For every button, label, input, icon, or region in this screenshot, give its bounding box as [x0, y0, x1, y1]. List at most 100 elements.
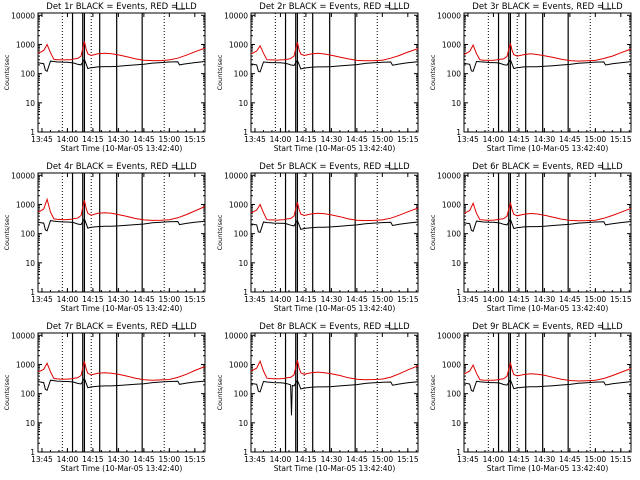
x-tick-label: 13:45	[31, 135, 53, 144]
series-events-line	[463, 58, 632, 72]
x-tick-label: 14:15	[508, 295, 530, 304]
x-tick-label: 15:15	[184, 295, 206, 304]
y-tick-label: 10	[451, 259, 461, 268]
panel-title: Det 9r BLACK = Events, RED = LLD	[472, 322, 623, 332]
detector-panel: Det 9r BLACK = Events, RED = LLD 1 10 100 10…	[429, 322, 632, 473]
y-axis-label: Counts/sec	[216, 54, 224, 90]
series-events-line	[37, 58, 206, 73]
detector-panel: Det 4r BLACK = Events, RED = LLD 1 10 100 10…	[3, 162, 206, 313]
y-tick-label: 1000	[229, 360, 248, 369]
x-tick-label: 14:30	[534, 295, 556, 304]
x-tick-label: 13:45	[244, 295, 266, 304]
x-tick-label: 15:00	[159, 135, 181, 144]
y-axis-label: Counts/sec	[3, 54, 11, 90]
panel-title: Det 7r BLACK = Events, RED = LLD	[46, 322, 197, 332]
x-tick-label: 14:15	[295, 295, 317, 304]
x-axis-label: Start Time (10-Mar-05 13:42:40)	[487, 464, 609, 473]
x-axis-label: Start Time (10-Mar-05 13:42:40)	[487, 304, 609, 313]
plot-frame	[463, 332, 632, 453]
x-axis-label: Start Time (10-Mar-05 13:42:40)	[61, 144, 183, 153]
y-tick-label: 1	[243, 288, 248, 297]
series-lld-line	[250, 42, 419, 62]
y-tick-label: 10000	[224, 11, 248, 20]
x-tick-label: 14:00	[483, 135, 505, 144]
title-bracket-mark	[602, 2, 611, 10]
x-tick-label: 14:45	[346, 455, 368, 464]
y-tick-label: 1	[243, 128, 248, 137]
detector-panel: Det 2r BLACK = Events, RED = LLD 1 10 100 10…	[216, 2, 419, 153]
y-tick-label: 10000	[11, 331, 35, 340]
x-tick-label: 14:00	[270, 455, 292, 464]
plot-frame	[463, 172, 632, 293]
series-events-line	[463, 218, 632, 233]
title-bracket-mark	[389, 322, 398, 330]
y-tick-label: 1000	[16, 200, 35, 209]
x-tick-label: 14:00	[57, 455, 79, 464]
y-tick-label: 100	[234, 70, 249, 79]
x-axis-label: Start Time (10-Mar-05 13:42:40)	[274, 304, 396, 313]
y-tick-label: 1000	[442, 40, 461, 49]
y-tick-label: 1000	[16, 40, 35, 49]
x-tick-label: 15:15	[610, 295, 632, 304]
panel-title: Det 8r BLACK = Events, RED = LLD	[259, 322, 410, 332]
y-tick-label: 1000	[229, 200, 248, 209]
x-tick-label: 14:15	[295, 135, 317, 144]
series-events-line	[463, 378, 632, 392]
y-tick-label: 10000	[224, 171, 248, 180]
x-tick-label: 14:45	[559, 295, 581, 304]
x-axis-label: Start Time (10-Mar-05 13:42:40)	[487, 144, 609, 153]
x-tick-label: 13:45	[457, 455, 479, 464]
x-tick-label: 15:15	[610, 135, 632, 144]
y-tick-label: 100	[21, 70, 36, 79]
x-tick-label: 14:30	[321, 135, 343, 144]
series-events-line	[250, 219, 419, 234]
x-tick-label: 15:15	[397, 295, 419, 304]
x-tick-label: 14:15	[82, 455, 104, 464]
y-axis-label: Counts/sec	[429, 54, 437, 90]
series-lld-line	[463, 201, 632, 222]
series-events-line	[250, 379, 419, 416]
y-tick-label: 10000	[11, 11, 35, 20]
x-axis-label: Start Time (10-Mar-05 13:42:40)	[61, 464, 183, 473]
x-tick-label: 14:45	[346, 295, 368, 304]
title-bracket-mark	[602, 322, 611, 330]
x-tick-label: 14:45	[133, 295, 155, 304]
y-tick-label: 10	[25, 419, 35, 428]
title-bracket-mark	[176, 322, 185, 330]
x-tick-label: 14:45	[559, 455, 581, 464]
panel-title: Det 3r BLACK = Events, RED = LLD	[472, 2, 623, 12]
x-tick-label: 13:45	[457, 295, 479, 304]
x-tick-label: 14:15	[82, 295, 104, 304]
x-tick-label: 13:45	[244, 135, 266, 144]
y-tick-label: 10	[25, 99, 35, 108]
x-tick-label: 14:15	[508, 455, 530, 464]
x-tick-label: 15:00	[159, 295, 181, 304]
x-tick-label: 15:00	[159, 455, 181, 464]
x-tick-label: 14:00	[57, 295, 79, 304]
x-tick-label: 14:00	[270, 135, 292, 144]
title-bracket-mark	[602, 162, 611, 170]
y-tick-label: 1	[243, 448, 248, 457]
panel-title: Det 6r BLACK = Events, RED = LLD	[472, 162, 623, 172]
x-tick-label: 14:30	[108, 135, 130, 144]
y-axis-label: Counts/sec	[3, 214, 11, 250]
x-tick-label: 14:30	[321, 295, 343, 304]
x-tick-label: 14:15	[508, 135, 530, 144]
title-bracket-mark	[389, 2, 398, 10]
x-tick-label: 14:30	[321, 455, 343, 464]
y-tick-label: 100	[234, 230, 249, 239]
panel-title: Det 4r BLACK = Events, RED = LLD	[46, 162, 197, 172]
x-tick-label: 14:00	[483, 455, 505, 464]
x-tick-label: 14:30	[108, 295, 130, 304]
detector-panel: Det 3r BLACK = Events, RED = LLD 1 10 100 10…	[429, 2, 632, 153]
detector-panel: Det 5r BLACK = Events, RED = LLD 1 10 100 10…	[216, 162, 419, 313]
y-tick-label: 1000	[16, 360, 35, 369]
panel-title: Det 2r BLACK = Events, RED = LLD	[259, 2, 410, 12]
y-tick-label: 1	[30, 448, 35, 457]
y-tick-label: 10000	[437, 11, 461, 20]
x-tick-label: 14:30	[534, 135, 556, 144]
detector-panel: Det 6r BLACK = Events, RED = LLD 1 10 100 10…	[429, 162, 632, 313]
y-tick-label: 100	[21, 230, 36, 239]
series-events-line	[250, 59, 419, 73]
